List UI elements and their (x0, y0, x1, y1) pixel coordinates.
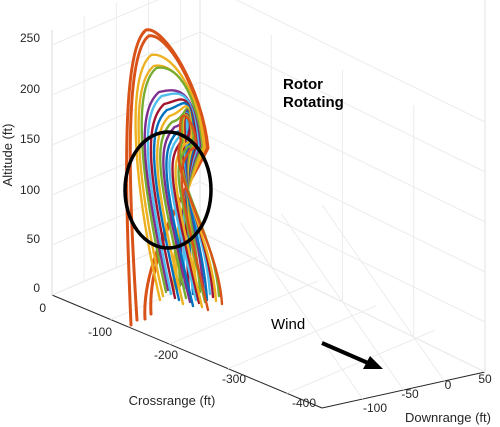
crossrange-axis-line (51, 294, 323, 409)
grid-lines (51, 0, 486, 400)
crossrange-tick-label: -300 (222, 372, 246, 386)
grid-line (51, 0, 159, 46)
crossrange-tick-label: -400 (292, 396, 316, 410)
grid-line (235, 0, 486, 123)
rotor-disk (123, 130, 213, 250)
downrange-tick-label: -100 (363, 401, 387, 415)
grid-line (321, 204, 445, 382)
grid-line (227, 305, 377, 370)
downrange-axis-label: Downrange (ft) (405, 410, 491, 425)
crossrange-tick-label: -200 (154, 348, 178, 362)
grid-line (169, 280, 318, 345)
wind-label: Wind (271, 316, 305, 333)
grid-line (51, 31, 201, 96)
wind-arrow (321, 341, 383, 369)
crossrange-tick-labels: 0 -100 -200 -300 -400 (39, 301, 316, 410)
trajectory-series (125, 28, 224, 327)
z-tick-label: 200 (20, 82, 40, 96)
downrange-tick-label: -50 (401, 387, 419, 401)
trajectory-line (177, 114, 224, 312)
z-tick-labels: 0 50 100 150 200 250 (20, 31, 40, 295)
z-tick-label: 100 (20, 183, 40, 197)
downrange-tick-labels: -100 -50 0 50 (363, 372, 492, 415)
crossrange-tick-label: -100 (88, 325, 112, 339)
rotor-annotation-line2: Rotating (283, 94, 344, 111)
z-tick-label: 250 (20, 31, 40, 45)
z-tick-label: 150 (20, 132, 40, 146)
z-tick-label: 0 (33, 281, 40, 295)
crossrange-tick-label: 0 (39, 301, 46, 315)
z-tick-label: 50 (27, 232, 41, 246)
z-axis-label: Altitude (ft) (0, 124, 15, 187)
downrange-tick-label: 0 (445, 378, 452, 392)
downrange-tick-label: 50 (478, 372, 492, 386)
crossrange-axis-label: Crossrange (ft) (129, 393, 216, 408)
rotor-annotation-line1: Rotor (283, 76, 323, 93)
grid-line (240, 222, 364, 400)
